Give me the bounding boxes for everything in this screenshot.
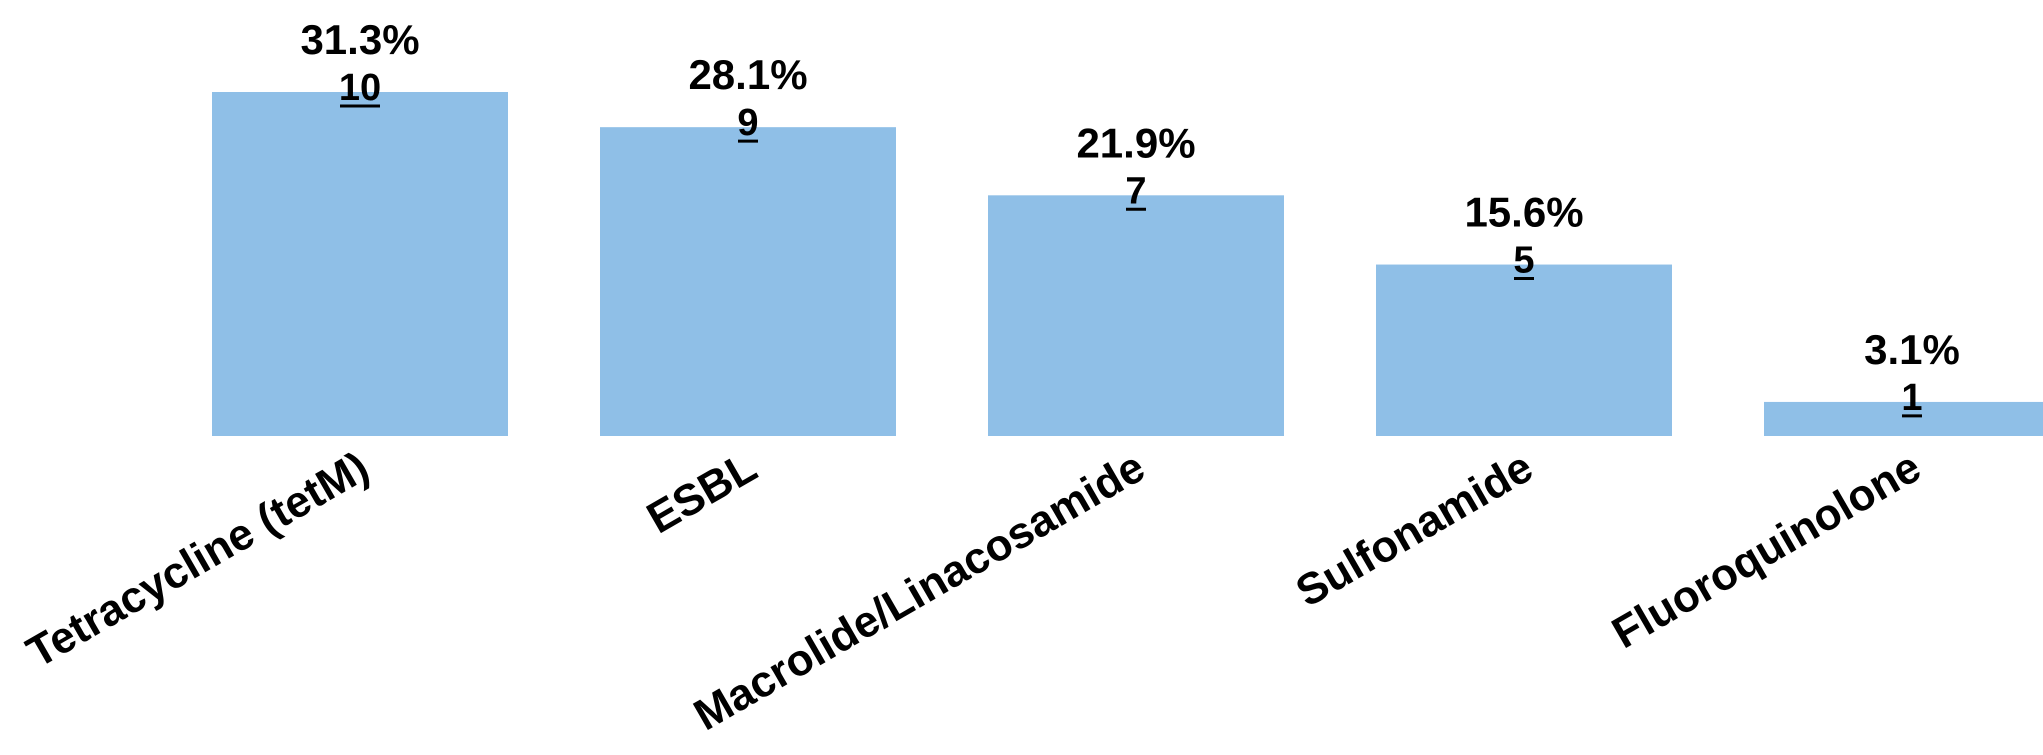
percent-data-label: 28.1% bbox=[688, 51, 807, 98]
bars-layer bbox=[212, 92, 2043, 437]
bar bbox=[1764, 401, 2043, 436]
category-axis-label: Fluoroquinolone bbox=[1604, 442, 1929, 658]
percent-data-label: 31.3% bbox=[300, 16, 419, 63]
category-axis-label: Tetracycline (tetM) bbox=[19, 442, 377, 677]
value-labels-layer: 31.3%10 28.1%9 21.9%7 15.6%5 3.1%1 bbox=[300, 16, 1959, 419]
percent-data-label: 15.6% bbox=[1464, 189, 1583, 236]
category-axis-label: Sulfonamide bbox=[1288, 442, 1541, 616]
category-axis-label: ESBL bbox=[639, 442, 765, 543]
bar bbox=[600, 127, 896, 437]
percent-data-label: 3.1% bbox=[1864, 326, 1960, 373]
percent-data-label: 21.9% bbox=[1076, 119, 1195, 166]
category-labels-layer: Tetracycline (tetM) ESBLMacrolide/Linacos… bbox=[19, 442, 1929, 740]
bar bbox=[212, 92, 508, 436]
count-data-label: 1 bbox=[1901, 377, 1922, 419]
count-data-label: 10 bbox=[339, 67, 381, 109]
bar bbox=[988, 195, 1284, 436]
count-data-label: 5 bbox=[1513, 240, 1534, 282]
count-data-label: 7 bbox=[1125, 170, 1146, 212]
bar bbox=[1376, 264, 1672, 436]
count-data-label: 9 bbox=[737, 102, 758, 144]
